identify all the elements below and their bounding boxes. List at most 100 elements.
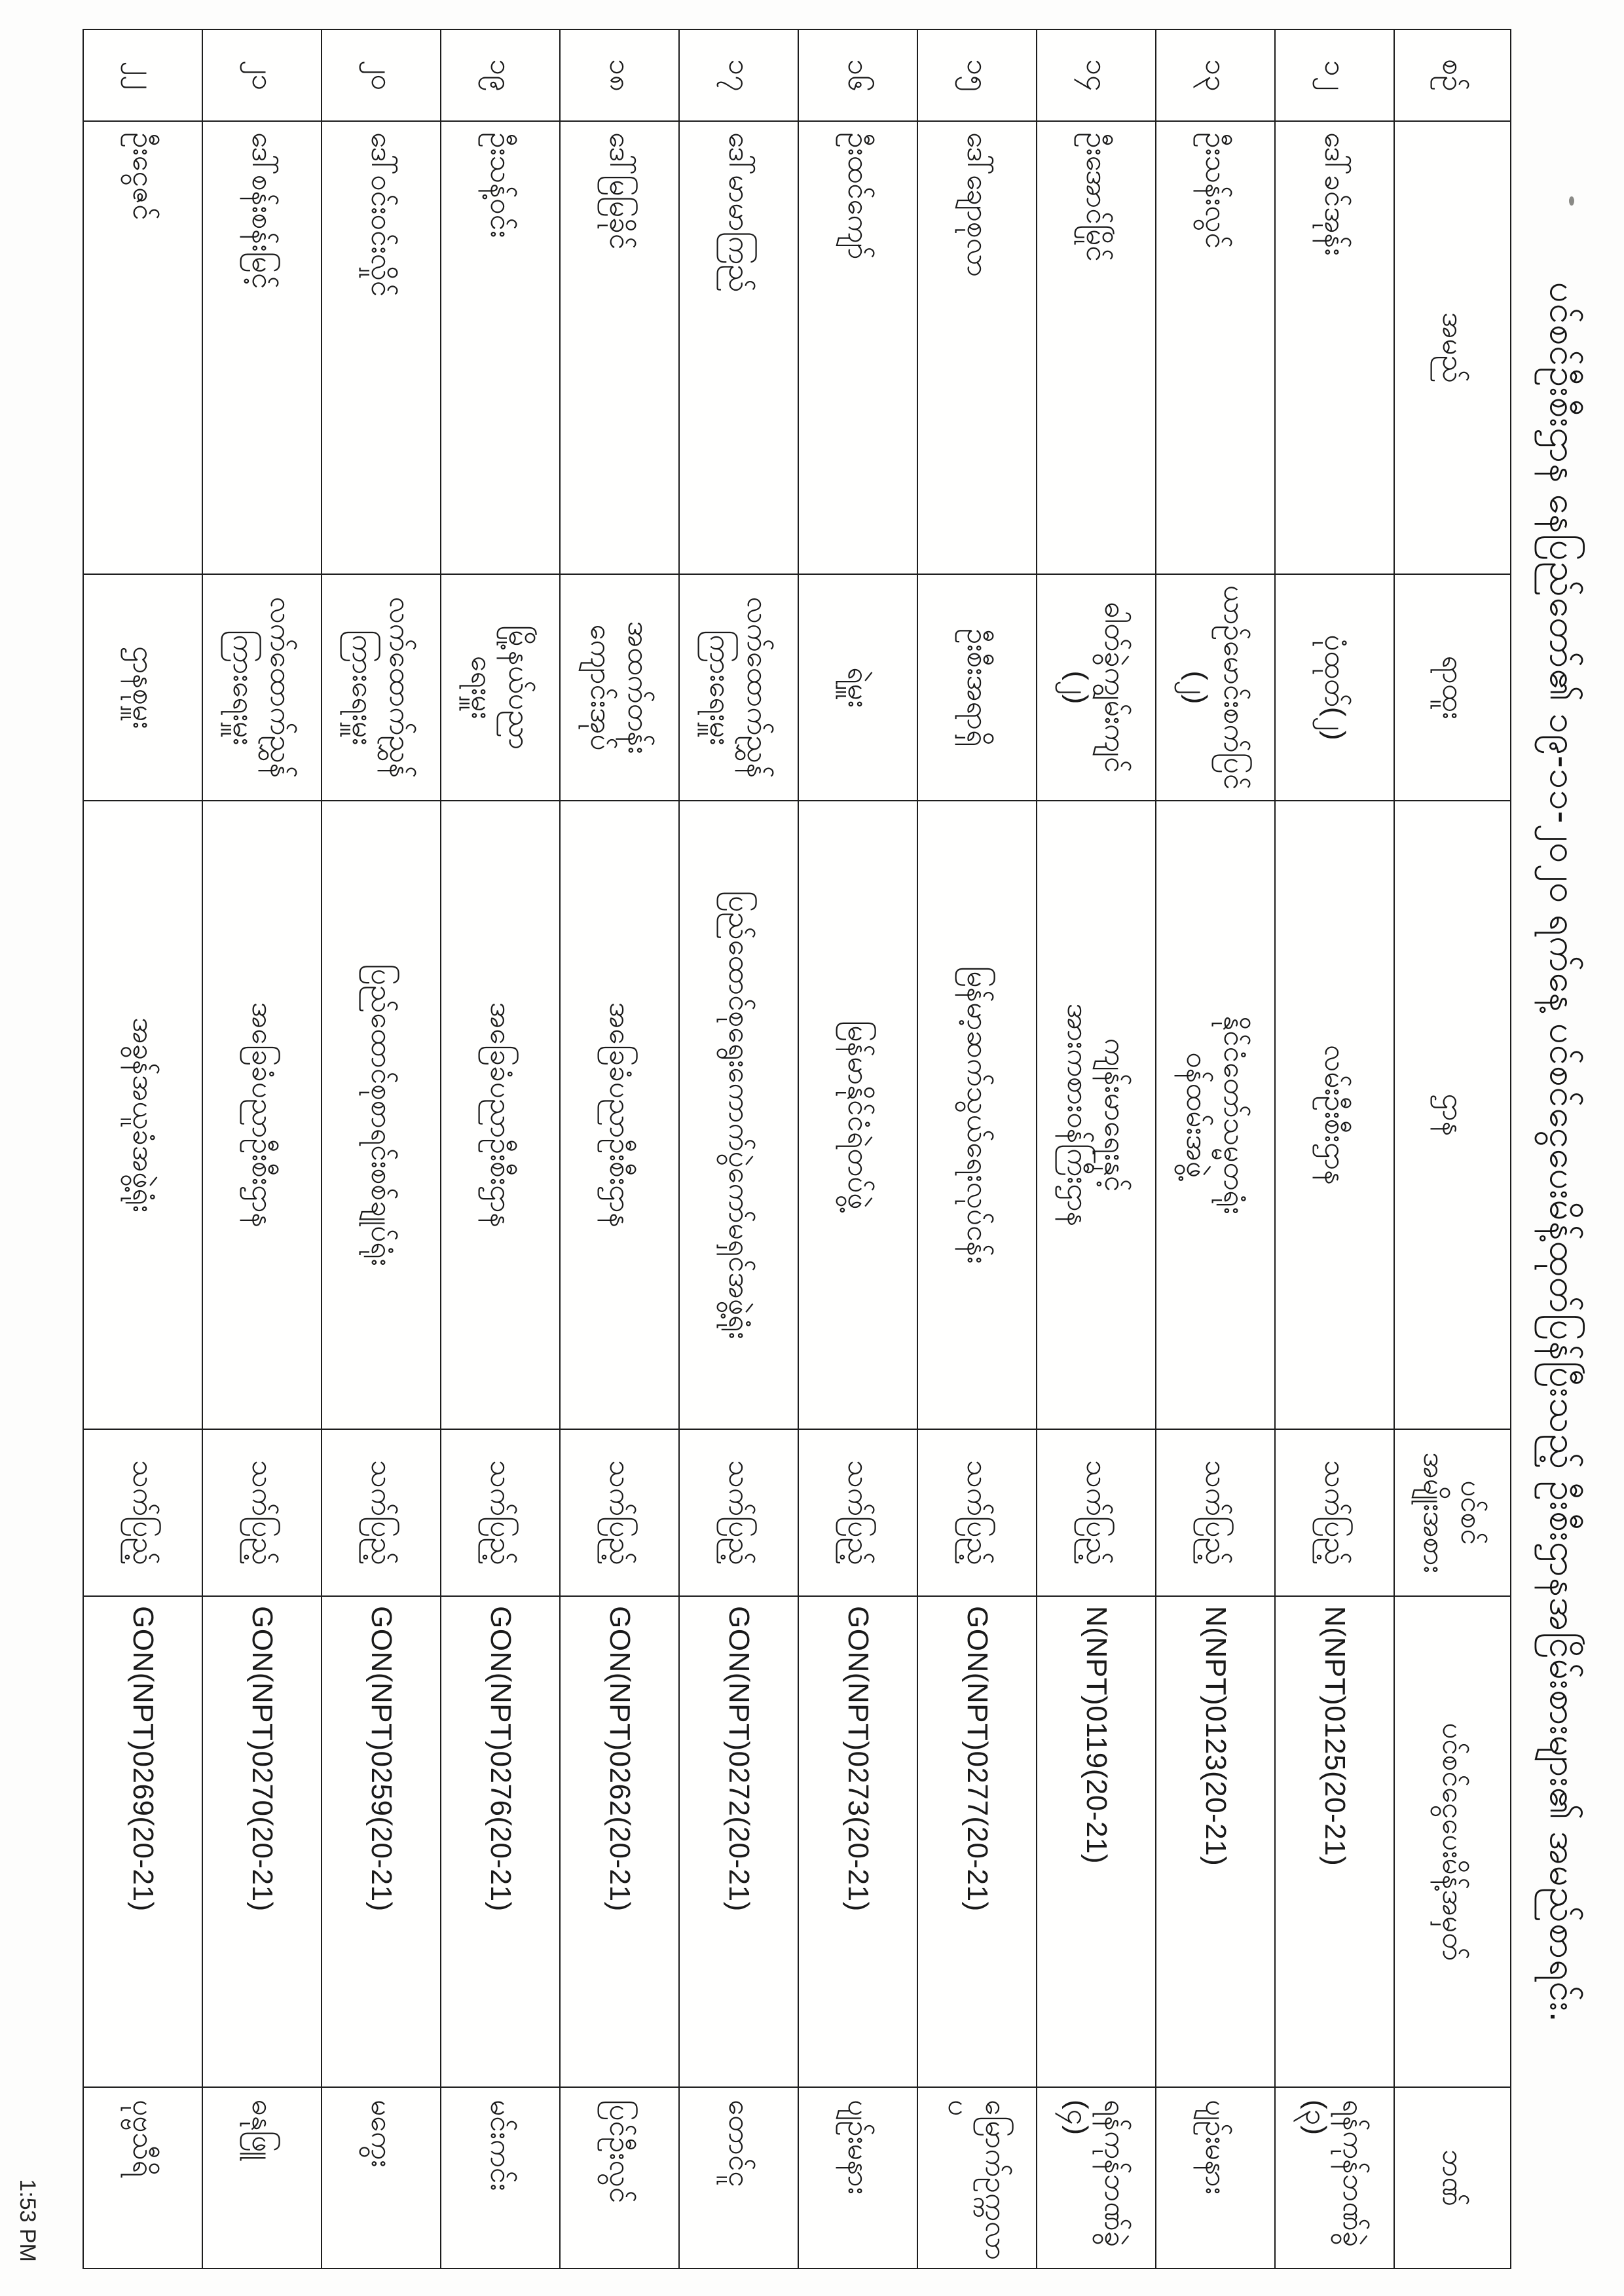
cell-serial: ၂၀ bbox=[322, 29, 441, 121]
cell-department: နိုင်ငံတော်သမ္မတရုံး ဝန်ထမ်းအဖွဲ့ bbox=[1156, 801, 1275, 1429]
cell-bank: မကွေး bbox=[322, 2087, 441, 2269]
cell-position: မြို့နယ်ပညာ ရေးမှူး bbox=[441, 574, 560, 801]
cell-bank: ရန်ကုန်ဘဏ်ခွဲ (၃) bbox=[1275, 2087, 1394, 2269]
cell-serial: ၁၅ bbox=[917, 29, 1037, 121]
cell-serial: ၁၆ bbox=[798, 29, 917, 121]
cell-serial: ၁၄ bbox=[1037, 29, 1156, 121]
cell-payment-no: N(NPT)0119(20-21) bbox=[1037, 1596, 1156, 2087]
cell-serial: ၂၁ bbox=[202, 29, 322, 121]
cell-position: ဓါတ်ခွဲကျွမ်းကျင် (၂) bbox=[1037, 574, 1156, 801]
cell-position: ပုံထုတ်(၂) bbox=[1275, 574, 1394, 801]
cell-pension-type: သက်ပြည့် bbox=[917, 1429, 1037, 1596]
cell-name: ဦးငွေဇင် bbox=[83, 121, 202, 574]
table-row: ၁၅ ဒေါ်ချောစုလာ ဦးစီးအရာရှိ မြန်မာ့ဆက်သွယ်ရ… bbox=[917, 29, 1037, 2269]
cell-department: မြန်မာနိုင်ငံရဲတပ်ဖွဲ့ bbox=[798, 801, 917, 1429]
cell-pension-type: သက်ပြည့် bbox=[1275, 1429, 1394, 1596]
cell-payment-no: N(NPT)0125(20-21) bbox=[1275, 1596, 1394, 2087]
header-row: စဉ် အမည် ရာထူး ဌာန ပင်စင် အမျိုးအစား ပင်… bbox=[1394, 29, 1511, 2269]
cell-pension-type: သက်ပြည့် bbox=[679, 1429, 798, 1596]
cell-pension-type: သက်ပြည့် bbox=[798, 1429, 917, 1596]
cell-bank: ပျဉ်းမနား bbox=[798, 2087, 917, 2269]
cell-bank: မြောက်ဥက္ကလာပ bbox=[917, 2087, 1037, 2269]
cell-department: ပြည်ထောင်စုရွေးကောက်ပွဲကော်မရှင်အဖွဲ့ရုံ… bbox=[679, 801, 798, 1429]
cell-bank: ပုဗ္ဗသီရိ bbox=[83, 2087, 202, 2269]
cell-payment-no: GON(NPT)0272(20-21) bbox=[679, 1596, 798, 2087]
cell-position: ရဲမှူး bbox=[798, 574, 917, 801]
cell-pension-type: သက်ပြည့် bbox=[1156, 1429, 1275, 1596]
print-timestamp: 1:53 PM bbox=[15, 2179, 40, 2262]
cell-name: ဒေါ်မြမြခိုင် bbox=[560, 121, 679, 574]
cell-pension-type: သက်ပြည့် bbox=[1037, 1429, 1156, 1596]
cell-serial: ၁၃ bbox=[1156, 29, 1275, 121]
cell-department: ပြည်ထောင်စုစာရင်းစစ်ချုပ်ရုံး bbox=[322, 801, 441, 1429]
cell-name: ဦးထင်ကျော် bbox=[798, 121, 917, 574]
cell-serial: ၁၂ bbox=[1275, 29, 1394, 121]
cell-serial: ၂၂ bbox=[83, 29, 202, 121]
cell-department: အခြေခံပညာဦးစီးဌာန bbox=[441, 801, 560, 1429]
cell-name: ဦးသန့်ဝင်း bbox=[441, 121, 560, 574]
cell-name: ဒေါ်ဝင်းဝင်းလှိုင် bbox=[322, 121, 441, 574]
cell-payment-no: GON(NPT)0270(20-21) bbox=[202, 1596, 322, 2087]
table-row: ၁၉ ဦးသန့်ဝင်း မြို့နယ်ပညာ ရေးမှူး အခြေခံပညာ… bbox=[441, 29, 560, 2269]
header-bank: ဘဏ် bbox=[1394, 2087, 1511, 2269]
cell-bank: ရန်ကုန်ဘဏ်ခွဲ (၄) bbox=[1037, 2087, 1156, 2269]
cell-position: ဦးစီးအရာရှိ bbox=[917, 574, 1037, 801]
cell-pension-type: သက်ပြည့် bbox=[441, 1429, 560, 1596]
cell-serial: ၁၉ bbox=[441, 29, 560, 121]
cell-payment-no: GON(NPT)0269(20-21) bbox=[83, 1596, 202, 2087]
header-serial: စဉ် bbox=[1394, 29, 1511, 121]
cell-bank: မင်းကင်း bbox=[441, 2087, 560, 2269]
cell-department: လမ်းဦးစီးဌာန bbox=[1275, 801, 1394, 1429]
table-row: ၂၀ ဒေါ်ဝင်းဝင်းလှိုင် လက်ထောက်ညွှန်ကြားရေး… bbox=[322, 29, 441, 2269]
cell-bank: တောင်ငူ bbox=[679, 2087, 798, 2269]
cell-name: ဦးအောင်မြိုင် bbox=[1037, 121, 1156, 574]
cell-payment-no: GON(NPT)0273(20-21) bbox=[798, 1596, 917, 2087]
table-header: စဉ် အမည် ရာထူး ဌာန ပင်စင် အမျိုးအစား ပင်… bbox=[1394, 29, 1511, 2269]
cell-department: မြန်မာ့ဆက်သွယ်ရေးလုပ်ငန်း bbox=[917, 801, 1037, 1429]
cell-department: ကျန်းမာရေးနှင့် အားကစားဝန်ကြီးဌာန bbox=[1037, 801, 1156, 1429]
cell-department: အခွန်အယူခံအဖွဲ့ရုံး bbox=[83, 801, 202, 1429]
table-row: ၁၆ ဦးထင်ကျော် ရဲမှူး မြန်မာနိုင်ငံရဲတပ်ဖွဲ့… bbox=[798, 29, 917, 2269]
cell-payment-no: GON(NPT)0259(20-21) bbox=[322, 1596, 441, 2087]
cell-name: ဒေါ်စန်းစန်းမြင့် bbox=[202, 121, 322, 574]
cell-position: ယာဉ်မောင်းစက်ပြင် (၂) bbox=[1156, 574, 1275, 801]
cell-name: ဦးသန်းလွင် bbox=[1156, 121, 1275, 574]
cell-bank: ပြင်ဦးလွင် bbox=[560, 2087, 679, 2269]
cell-serial: ၁၈ bbox=[560, 29, 679, 121]
cell-department: အခြေခံပညာဦးစီးဌာန bbox=[202, 801, 322, 1429]
cell-name: ဒေါ်ချောစုလာ bbox=[917, 121, 1037, 574]
table-row: ၁၇ ဒေါ်မာမာကြည် လက်ထောက်ညွှန်ကြားရေးမှူး ပြ… bbox=[679, 29, 798, 2269]
header-department: ဌာန bbox=[1394, 801, 1511, 1429]
header-name: အမည် bbox=[1394, 121, 1511, 574]
table-row: ၁၃ ဦးသန်းလွင် ယာဉ်မောင်းစက်ပြင် (၂) နိုင်ငံ… bbox=[1156, 29, 1275, 2269]
cell-pension-type: သက်ပြည့် bbox=[560, 1429, 679, 1596]
cell-serial: ၁၇ bbox=[679, 29, 798, 121]
cell-payment-no: GON(NPT)0276(20-21) bbox=[441, 1596, 560, 2087]
cell-position: အထက်တန်း ကျောင်းအုပ် bbox=[560, 574, 679, 801]
header-pension-type: ပင်စင် အမျိုးအစား bbox=[1394, 1429, 1511, 1596]
cell-payment-no: GON(NPT)0277(20-21) bbox=[917, 1596, 1037, 2087]
cell-name: ဒေါ်မာမာကြည် bbox=[679, 121, 798, 574]
cell-bank: ပျဉ်းမနား bbox=[1156, 2087, 1275, 2269]
table-row: ၁၈ ဒေါ်မြမြခိုင် အထက်တန်း ကျောင်းအုပ် အခြေခ… bbox=[560, 29, 679, 2269]
cell-pension-type: သက်ပြည့် bbox=[83, 1429, 202, 1596]
cell-name: ဒေါ်ခင်အုန်း bbox=[1275, 121, 1394, 574]
header-payment-no: ပင်စင်ငွေပေးမိန့်အမှတ် bbox=[1394, 1596, 1511, 2087]
cell-payment-no: GON(NPT)0262(20-21) bbox=[560, 1596, 679, 2087]
cell-pension-type: သက်ပြည့် bbox=[202, 1429, 322, 1596]
cell-bank: ဓနုဖြူ bbox=[202, 2087, 322, 2269]
cell-position: လက်ထောက်ညွှန်ကြားရေးမှူး bbox=[679, 574, 798, 801]
pension-table: စဉ် အမည် ရာထူး ဌာန ပင်စင် အမျိုးအစား ပင်… bbox=[83, 29, 1511, 2269]
cell-position: လက်ထောက်ညွှန်ကြားရေးမှူး bbox=[322, 574, 441, 801]
cell-pension-type: သက်ပြည့် bbox=[322, 1429, 441, 1596]
page-title: ပင်စင်ဦးစီးဌာန နေပြည်တော်၏ ၁၉-၁၁-၂၀၂၀ ရက… bbox=[1543, 282, 1584, 2023]
table-row: ၂၁ ဒေါ်စန်းစန်းမြင့် လက်ထောက်ညွှန်ကြားရေးမ… bbox=[202, 29, 322, 2269]
table-row: ၁၂ ဒေါ်ခင်အုန်း ပုံထုတ်(၂) လမ်းဦးစီးဌာန သက်ပ… bbox=[1275, 29, 1394, 2269]
cell-payment-no: N(NPT)0123(20-21) bbox=[1156, 1596, 1275, 2087]
header-position: ရာထူး bbox=[1394, 574, 1511, 801]
table-row: ၂၂ ဦးငွေဇင် ဌာနစုမှူး အခွန်အယူခံအဖွဲ့ရုံး သက… bbox=[83, 29, 202, 2269]
cell-department: အခြေခံပညာဦးစီးဌာန bbox=[560, 801, 679, 1429]
table-body: ၁၂ ဒေါ်ခင်အုန်း ပုံထုတ်(၂) လမ်းဦးစီးဌာန သက်ပ… bbox=[83, 29, 1394, 2269]
